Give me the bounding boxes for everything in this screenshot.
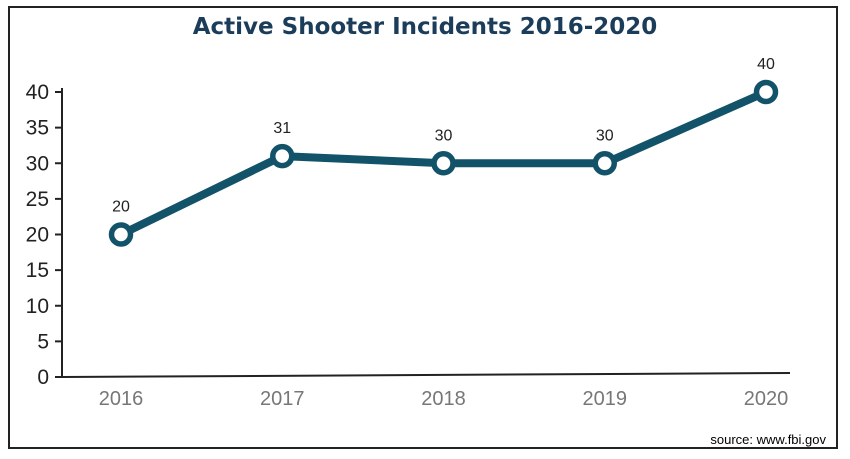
x-tick-label: 2016 xyxy=(99,388,144,410)
y-tick-label: 40 xyxy=(26,81,49,104)
data-label: 40 xyxy=(757,56,775,73)
source-note: source: www.fbi.gov xyxy=(710,432,826,447)
data-point xyxy=(592,151,617,176)
y-tick-label: 5 xyxy=(37,330,49,353)
data-labels: 20 31 30 30 40 xyxy=(112,56,775,216)
markers xyxy=(108,79,779,247)
data-label: 30 xyxy=(435,127,453,144)
data-point xyxy=(753,79,779,105)
x-tick-label: 2019 xyxy=(583,388,628,410)
data-point xyxy=(431,151,456,176)
data-point xyxy=(270,143,295,169)
data-label: 20 xyxy=(112,199,130,216)
y-tick-label: 35 xyxy=(26,117,49,140)
data-point xyxy=(108,222,134,247)
y-tick-label: 25 xyxy=(26,188,49,211)
y-ticks: 0 5 10 15 20 25 30 35 40 xyxy=(26,81,62,389)
y-tick-label: 20 xyxy=(26,224,49,247)
x-axis xyxy=(61,372,791,378)
data-label: 31 xyxy=(273,120,291,137)
y-tick-label: 10 xyxy=(26,295,49,318)
x-tick-label: 2018 xyxy=(421,388,466,410)
data-label: 30 xyxy=(596,127,614,144)
y-tick-label: 15 xyxy=(26,259,49,282)
x-tick-label: 2017 xyxy=(260,388,305,410)
x-tick-label: 2020 xyxy=(744,388,789,410)
axes xyxy=(61,88,791,378)
x-ticks: 2016 2017 2018 2019 2020 xyxy=(99,388,789,410)
y-tick-label: 30 xyxy=(26,152,49,175)
chart-title: Active Shooter Incidents 2016-2020 xyxy=(192,14,658,40)
y-tick-label: 0 xyxy=(37,366,49,389)
